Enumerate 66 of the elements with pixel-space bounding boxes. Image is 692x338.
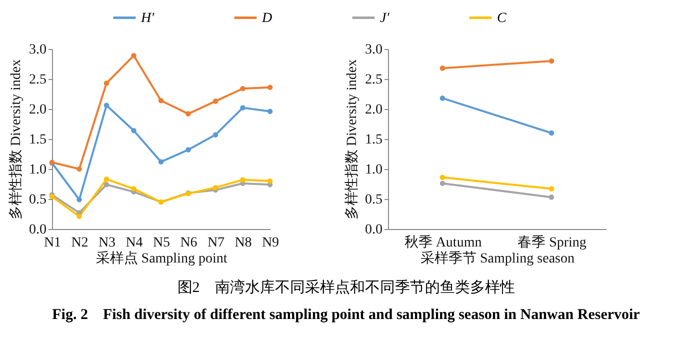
x-axis-title: 采样点 Sampling point: [96, 250, 228, 266]
y-tick-label: 0.5: [365, 192, 382, 208]
point: [158, 159, 164, 164]
point: [212, 184, 218, 190]
point: [440, 174, 446, 180]
legend-label: D: [261, 10, 272, 26]
point: [548, 58, 554, 64]
point: [548, 186, 554, 192]
point: [76, 166, 82, 172]
point: [267, 84, 273, 90]
point: [131, 52, 136, 58]
y-tick-label: 0.5: [29, 192, 46, 208]
point: [186, 111, 191, 116]
point: [440, 96, 446, 101]
y-tick-label: 3.0: [365, 42, 382, 58]
x-tick-label: N6: [180, 236, 198, 250]
point: [131, 186, 136, 192]
point: [267, 178, 273, 184]
y-tick-label: 0.0: [29, 222, 46, 238]
point: [131, 128, 136, 134]
point: [104, 176, 110, 182]
point: [104, 182, 110, 188]
y-axis-title: 多样性指数 Diversity index: [8, 59, 24, 220]
point: [440, 180, 446, 186]
caption: Fig. 2 Fish diversity of different sampling point and sampling season in Nanwan Reservoir: [51, 306, 641, 324]
point: [440, 66, 446, 71]
point: [240, 177, 246, 182]
y-tick-label: 2.0: [29, 102, 46, 118]
point: [76, 214, 82, 220]
y-tick-label: 1.0: [365, 162, 382, 178]
x-tick-label: N7: [207, 236, 225, 250]
legend-label: H′: [140, 10, 156, 26]
y-tick-label: 0.0: [365, 222, 382, 238]
point: [104, 80, 110, 86]
point: [240, 105, 246, 110]
x-tick-label: N4: [126, 236, 143, 250]
caption: 图2 南湾水库不同采样点和不同季节的鱼类多样性: [176, 278, 516, 297]
point: [158, 98, 164, 104]
point: [548, 130, 554, 136]
y-tick-label: 1.5: [29, 132, 46, 148]
y-tick-label: 1.0: [29, 162, 46, 178]
point: [548, 194, 554, 200]
x-tick-label: N2: [71, 236, 88, 250]
point: [212, 98, 218, 104]
point: [212, 132, 218, 138]
x-tick-label: 秋季 Autumn: [404, 234, 482, 250]
point: [104, 102, 110, 108]
point: [76, 196, 82, 202]
x-tick-label: N9: [262, 236, 280, 250]
x-tick-label: 春季 Spring: [518, 234, 586, 250]
point: [267, 108, 273, 114]
y-tick-label: 2.5: [29, 72, 46, 88]
y-tick-label: 3.0: [29, 42, 46, 58]
x-tick-label: N3: [98, 236, 116, 250]
legend-label: J′: [380, 10, 390, 26]
y-tick-label: 2.0: [365, 102, 382, 118]
x-tick-label: N5: [152, 236, 170, 250]
y-tick-label: 2.5: [365, 72, 382, 88]
legend-label: C: [497, 10, 507, 26]
x-tick-label: N8: [234, 236, 252, 250]
point: [240, 86, 246, 92]
point: [186, 147, 191, 152]
y-axis-title: 多样性指数 Diversity index: [344, 59, 360, 220]
y-tick-label: 1.5: [365, 132, 382, 148]
x-tick-label: N1: [44, 236, 62, 250]
x-axis-title: 采样季节 Sampling season: [420, 250, 574, 266]
